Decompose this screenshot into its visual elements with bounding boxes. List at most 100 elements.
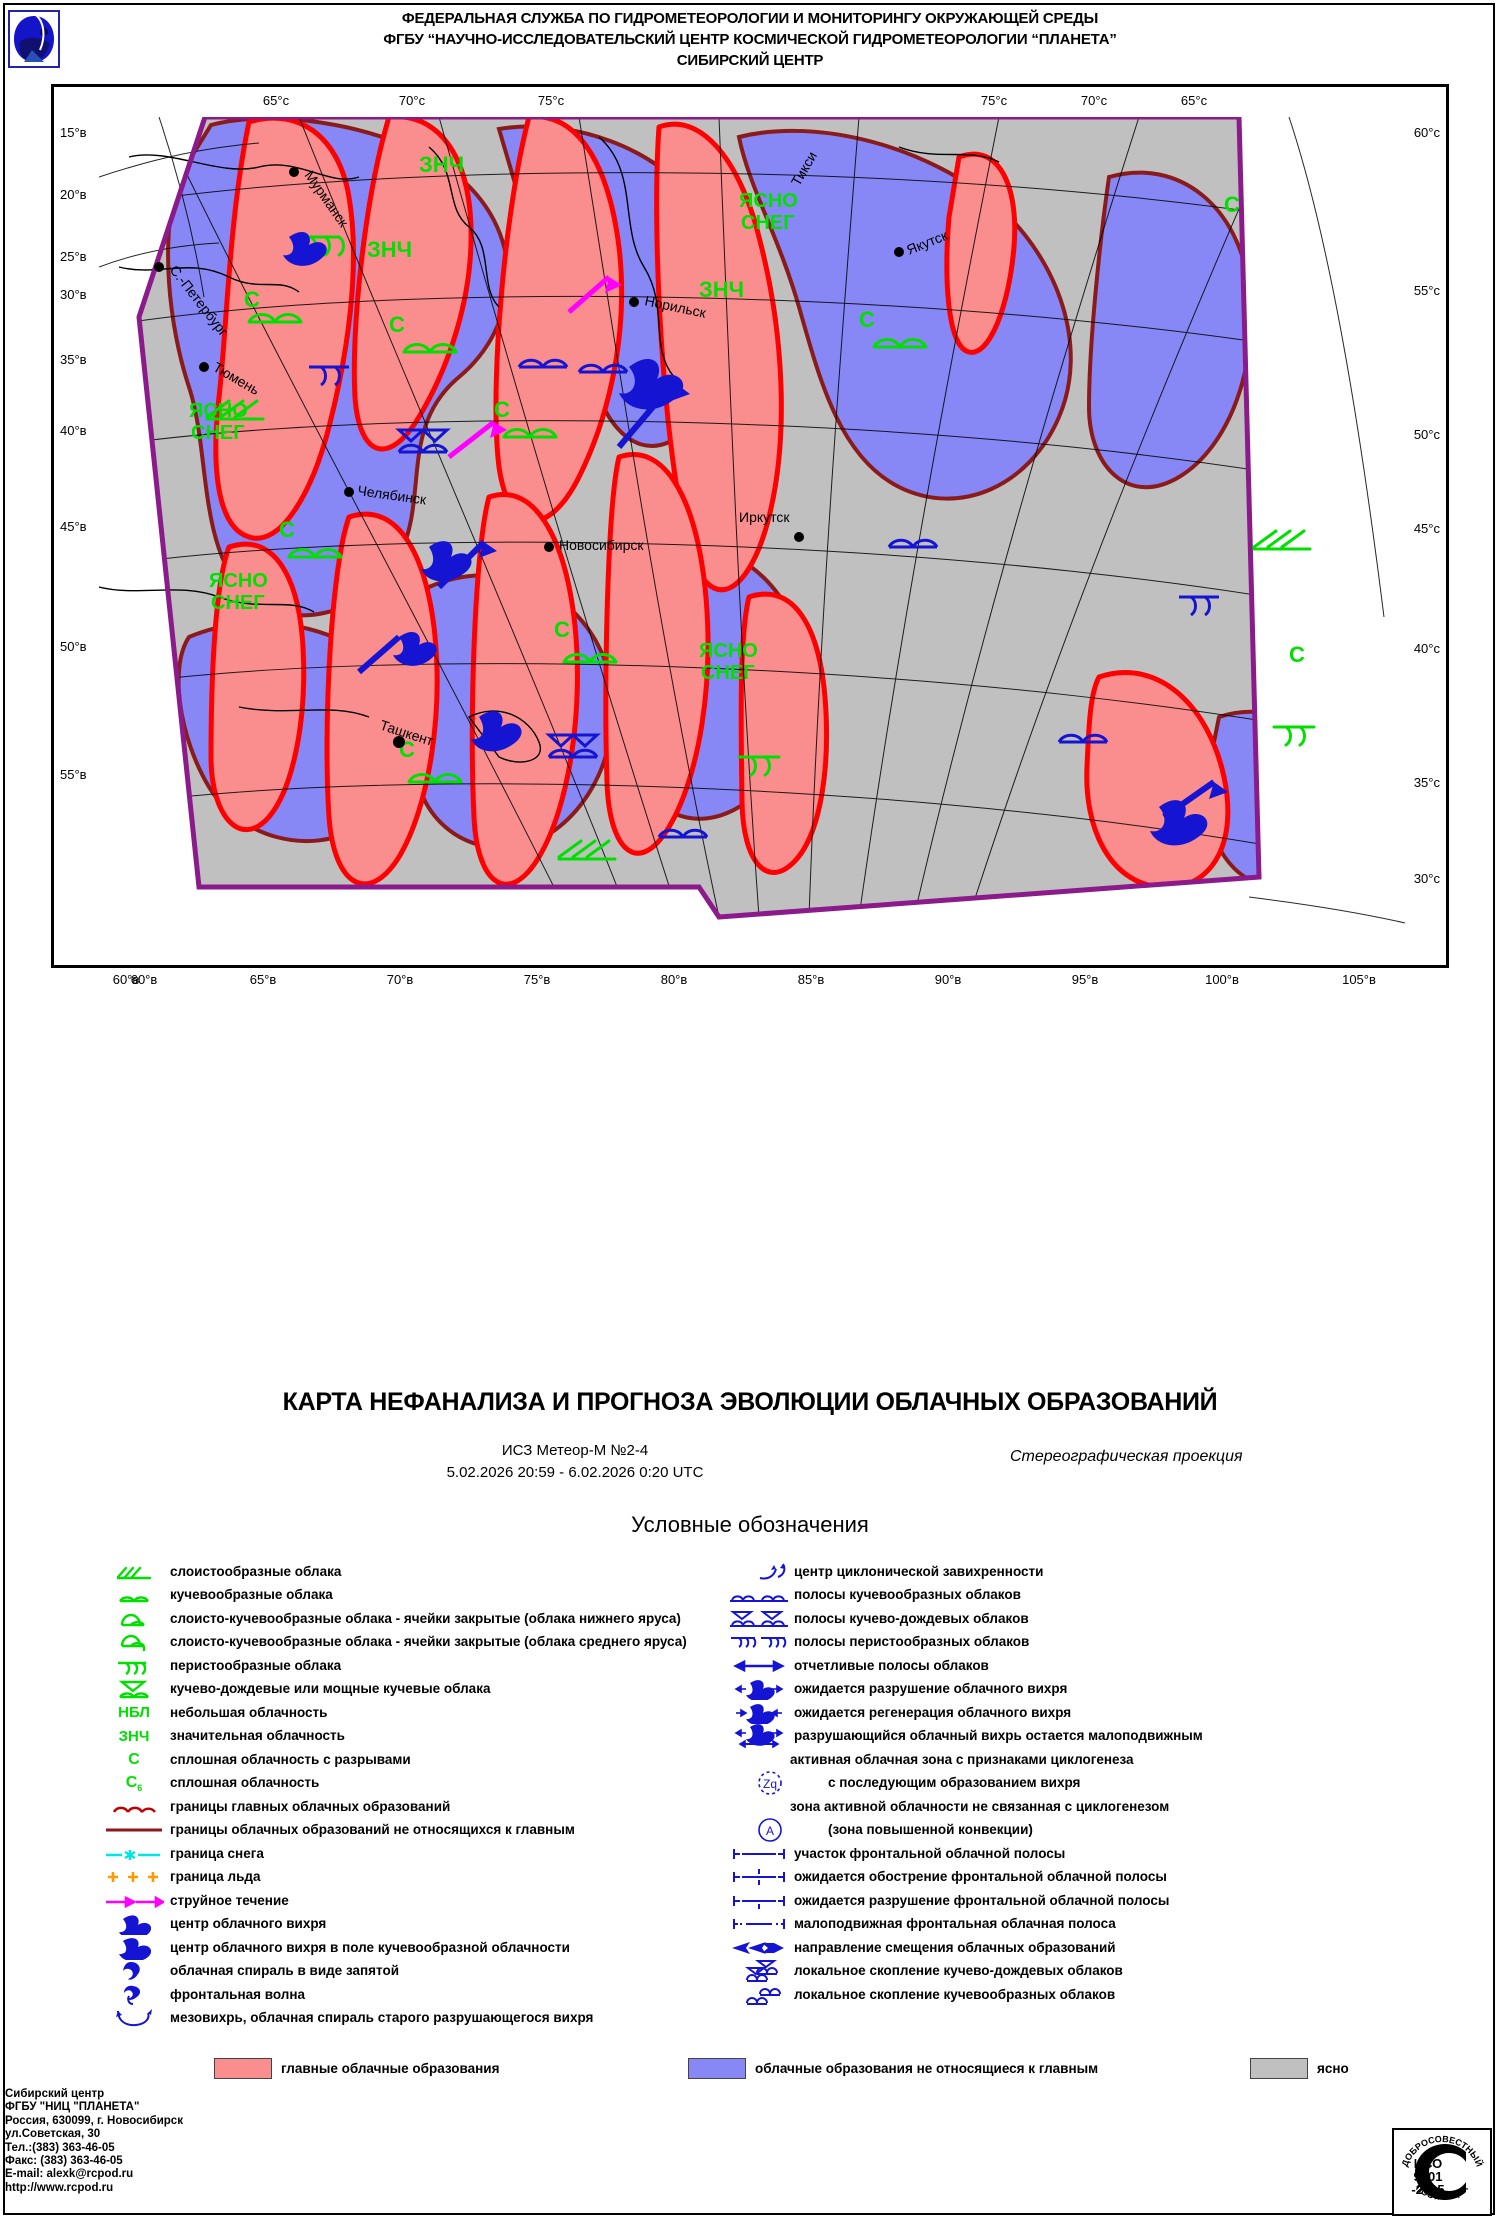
axis-right-label: 35°c xyxy=(1413,775,1440,790)
svg-text:Zq: Zq xyxy=(763,1777,777,1791)
legend-item: малоподвижная фронтальная облачная полос… xyxy=(718,1913,1478,1937)
axis-right-label: 40°c xyxy=(1413,641,1440,656)
legend-label: сплошная облачность xyxy=(170,1775,320,1791)
legend-label: облачная спираль в виде запятой xyxy=(170,1963,399,1979)
axis-right-label: 50°c xyxy=(1413,427,1440,442)
svg-text:С: С xyxy=(279,517,295,542)
color-key-item: ясно xyxy=(1250,2058,1349,2079)
legend-label: перистообразные облака xyxy=(170,1657,342,1673)
planeta-logo-icon xyxy=(8,10,60,68)
legend-label: слоистообразные облака xyxy=(170,1563,342,1579)
axis-bottom-labels: 60°в 65°в 70°в 75°в 80°в 85°в 90°в 95°в … xyxy=(51,972,1449,998)
axis-bottom-label: 80°в xyxy=(660,972,688,987)
axis-bottom-label: 95°в xyxy=(1071,972,1099,987)
legend-item: зона активной облачности не связанная с … xyxy=(718,1795,1478,1819)
vortex-regeneration-icon xyxy=(718,1701,794,1724)
legend-label: значительная облачность xyxy=(170,1728,345,1744)
legend-label: малоподвижная фронтальная облачная полос… xyxy=(794,1916,1116,1932)
axis-left-label: 20°в xyxy=(60,187,87,202)
legend-label: кучевообразные облака xyxy=(170,1587,333,1603)
footer-line: Тел.:(383) 363-46-05 xyxy=(5,2141,115,2154)
color-key-label: ясно xyxy=(1317,2061,1349,2076)
axis-bottom-label: 60°в xyxy=(112,972,140,987)
legend-label: небольшая облачность xyxy=(170,1704,328,1720)
legend-label: локальное скопление кучевообразных облак… xyxy=(794,1986,1116,2002)
svg-text:С: С xyxy=(1224,192,1240,217)
map-title: КАРТА НЕФАНАЛИЗА И ПРОГНОЗА ЭВОЛЮЦИИ ОБЛ… xyxy=(282,1388,1218,1416)
convection-zone-spacer xyxy=(718,1795,790,1818)
legend-item: центр облачного вихря в поле кучевообраз… xyxy=(98,1936,738,1960)
jet-stream-icon xyxy=(98,1889,170,1912)
legend-item: мезовихрь, облачная спираль старого разр… xyxy=(98,2007,738,2031)
legend-item: границы облачных образований не относящи… xyxy=(98,1819,738,1843)
cumuliform-bands-icon xyxy=(718,1584,794,1607)
observation-period: 5.02.2026 20:59 - 6.02.2026 0:20 UTC xyxy=(446,1464,704,1481)
svg-text:ЯСНО: ЯСНО xyxy=(189,400,248,422)
legend-label: границы облачных образований не относящи… xyxy=(170,1822,575,1838)
legend: слоистообразные облака кучевообразные об… xyxy=(0,1560,1500,2060)
local-cumuliform-cluster-icon xyxy=(718,1983,794,2006)
svg-text:СНЕГ: СНЕГ xyxy=(701,662,755,684)
color-key-label: главные облачные образования xyxy=(281,2061,500,2076)
legend-label: зона активной облачности не связанная с … xyxy=(790,1798,1170,1814)
satellite-name: ИСЗ Метеор-М №2-4 xyxy=(501,1442,649,1459)
axis-right-label: 30°c xyxy=(1413,871,1440,886)
legend-item: слоисто-кучевообразные облака - ячейки з… xyxy=(98,1631,738,1655)
local-cumulonimbus-cluster-icon xyxy=(718,1960,794,1983)
legend-item: С6 сплошная облачность xyxy=(98,1772,738,1796)
color-swatch-main xyxy=(214,2058,272,2079)
a-convection-zone-icon: A xyxy=(718,1818,794,1843)
axis-left-label: 30°в xyxy=(60,287,87,302)
axis-bottom-label: 70°в xyxy=(386,972,414,987)
header-line-3: СИБИРСКИЙ ЦЕНТР xyxy=(676,52,824,69)
svg-text:СНЕГ: СНЕГ xyxy=(191,422,245,444)
axis-left-label: 45°в xyxy=(60,519,87,534)
legend-item: облачная спираль в виде запятой xyxy=(98,1960,738,1984)
cumulonimbus-bands-icon xyxy=(718,1607,794,1630)
svg-text:9001: 9001 xyxy=(1414,2169,1443,2184)
legend-left-column: слоистообразные облака кучевообразные об… xyxy=(98,1560,738,2030)
axis-top-label: 75°c xyxy=(980,93,1008,108)
ice-boundary-icon xyxy=(98,1866,170,1889)
svg-text:ЯСНО: ЯСНО xyxy=(209,570,268,592)
legend-item: центр циклонической завихренности xyxy=(718,1560,1478,1584)
comma-cloud-spiral-icon xyxy=(98,1960,170,1983)
svg-text:ЯСНО: ЯСНО xyxy=(699,640,758,662)
axis-left-label: 55°в xyxy=(60,767,87,782)
projection-label: Стереографическая проекция xyxy=(1010,1448,1243,1465)
legend-label: границы главных облачных образований xyxy=(170,1798,451,1814)
axis-bottom-label: 60°в xyxy=(130,972,158,987)
znch-text-icon: ЗНЧ xyxy=(118,1727,150,1745)
frontal-wave-icon xyxy=(98,1983,170,2006)
legend-label: полосы кучево-дождевых облаков xyxy=(794,1610,1029,1626)
cyclonic-vorticity-center-icon xyxy=(718,1560,794,1583)
legend-label: участок фронтальной облачной полосы xyxy=(794,1845,1066,1861)
map-frame[interactable]: 65°c 70°c 75°c 75°c 70°c 65°c 15°в 20°в … xyxy=(51,84,1449,968)
legend-label: кучево-дождевые или мощные кучевые облак… xyxy=(170,1681,491,1697)
legend-item: НБЛ небольшая облачность xyxy=(98,1701,738,1725)
snow-boundary-icon xyxy=(98,1842,170,1865)
svg-text:ЗНЧ: ЗНЧ xyxy=(367,237,412,262)
axis-left-label: 15°в xyxy=(60,125,87,140)
legend-item: полосы перистообразных облаков xyxy=(718,1631,1478,1655)
footer-line: Факс: (383) 363-46-05 xyxy=(5,2155,123,2168)
header-line-2: ФГБУ “НАУЧНО-ИССЛЕДОВАТЕЛЬСКИЙ ЦЕНТР КОС… xyxy=(383,31,1117,48)
legend-item: полосы кучево-дождевых облаков xyxy=(718,1607,1478,1631)
legend-item: ожидается регенерация облачного вихря xyxy=(718,1701,1478,1725)
legend-label: направление смещения облачных образовани… xyxy=(794,1939,1116,1955)
legend-label: полосы перистообразных облаков xyxy=(794,1634,1030,1650)
svg-text:С: С xyxy=(244,287,260,312)
legend-item: слоисто-кучевообразные облака - ячейки з… xyxy=(98,1607,738,1631)
stratiform-clouds-icon xyxy=(98,1560,170,1583)
iso-certification-badge: ДОБРОСОВЕСТНЫЙ ПОСТАВЩИК ИСО 9001 -2015 xyxy=(1392,2128,1492,2216)
color-key-label: облачные образования не относящиеся к гл… xyxy=(755,2061,1099,2076)
axis-right-label: 60°c xyxy=(1413,125,1440,140)
legend-item: струйное течение xyxy=(98,1889,738,1913)
stratocumuliform-closed-mid-icon xyxy=(98,1631,170,1654)
frontal-band-segment-icon xyxy=(718,1842,794,1865)
legend-item: граница льда xyxy=(98,1866,738,1890)
axis-top-label: 65°c xyxy=(1180,93,1208,108)
axis-right-label: 45°c xyxy=(1413,521,1440,536)
footer-link[interactable]: http://www.rcpod.ru xyxy=(5,2181,114,2194)
